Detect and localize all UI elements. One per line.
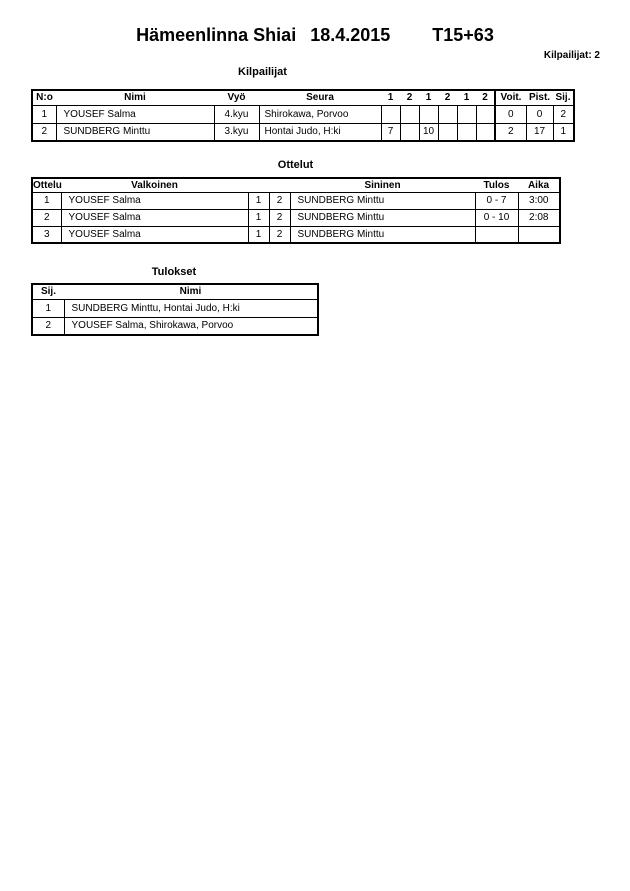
col-header-score: 2 <box>438 90 457 106</box>
cell-match-no: 1 <box>31 191 62 210</box>
competitors-section-title: Kilpailijat <box>238 66 287 78</box>
cell-match-no: 2 <box>31 208 62 227</box>
col-header-score: 1 <box>419 90 438 106</box>
page-title: Hämeenlinna Shiai 18.4.2015 T15+63 <box>0 25 630 46</box>
results-header-row: Sij. Nimi <box>32 284 318 300</box>
cell-result: 0 - 10 <box>474 208 519 227</box>
cell-result <box>474 225 519 244</box>
cell-blue-name: SUNDBERG Minttu <box>289 208 476 227</box>
cell-white-no: 1 <box>247 225 270 244</box>
cell-blue-name: SUNDBERG Minttu <box>289 225 476 244</box>
cell-white-name: YOUSEF Salma <box>60 225 249 244</box>
result-row: 2 YOUSEF Salma, Shirokawa, Porvoo <box>31 316 319 336</box>
cell-score <box>437 122 458 142</box>
match-row: 3 YOUSEF Salma 1 2 SUNDBERG Minttu <box>31 225 561 244</box>
result-row: 1 SUNDBERG Minttu, Hontai Judo, H:ki <box>31 298 319 318</box>
cell-blue-name: SUNDBERG Minttu <box>289 191 476 210</box>
cell-white-name: YOUSEF Salma <box>60 191 249 210</box>
cell-score <box>399 122 420 142</box>
cell-score <box>475 122 496 142</box>
col-header-name: Nimi <box>64 284 318 300</box>
col-header-time: Aika <box>518 178 560 193</box>
cell-name: YOUSEF Salma <box>55 104 215 124</box>
col-header-points: Pist. <box>526 90 553 106</box>
competitors-table: N:o Nimi Vyö Seura 1 2 1 2 1 2 Voit. Pis… <box>31 89 575 142</box>
competitor-row: 2 SUNDBERG Minttu 3.kyu Hontai Judo, H:k… <box>31 122 575 142</box>
cell-score: 10 <box>418 122 439 142</box>
cell-blue-no: 2 <box>268 208 291 227</box>
cell-club: Hontai Judo, H:ki <box>258 122 382 142</box>
cell-name: YOUSEF Salma, Shirokawa, Porvoo <box>63 316 319 336</box>
col-header-belt: Vyö <box>214 90 259 106</box>
competitors-header-row: N:o Nimi Vyö Seura 1 2 1 2 1 2 Voit. Pis… <box>32 90 574 106</box>
col-header-score: 1 <box>457 90 476 106</box>
cell-score <box>418 104 439 124</box>
results-section-title: Tulokset <box>151 266 197 278</box>
competitor-row: 1 YOUSEF Salma 4.kyu Shirokawa, Porvoo 0… <box>31 104 575 124</box>
col-header-blue: Sininen <box>290 178 475 193</box>
cell-points: 0 <box>525 104 554 124</box>
event-category: T15+63 <box>432 25 494 45</box>
cell-score <box>399 104 420 124</box>
event-date: 18.4.2015 <box>310 25 391 45</box>
col-header-score: 2 <box>476 90 495 106</box>
col-header-white-no <box>248 178 269 193</box>
col-header-blue-no <box>269 178 290 193</box>
match-row: 1 YOUSEF Salma 1 2 SUNDBERG Minttu 0 - 7… <box>31 191 561 210</box>
cell-white-no: 1 <box>247 208 270 227</box>
cell-club: Shirokawa, Porvoo <box>258 104 382 124</box>
cell-rank: 1 <box>552 122 575 142</box>
cell-no: 1 <box>31 104 57 124</box>
matches-header-row: Ottelu Valkoinen Sininen Tulos Aika <box>32 178 560 193</box>
cell-name: SUNDBERG Minttu, Hontai Judo, H:ki <box>63 298 319 318</box>
col-header-rank: Sij. <box>553 90 574 106</box>
col-header-white: Valkoinen <box>61 178 248 193</box>
match-row: 2 YOUSEF Salma 1 2 SUNDBERG Minttu 0 - 1… <box>31 208 561 227</box>
cell-result: 0 - 7 <box>474 191 519 210</box>
cell-belt: 3.kyu <box>213 122 260 142</box>
cell-blue-no: 2 <box>268 225 291 244</box>
col-header-wins: Voit. <box>494 90 526 106</box>
cell-rank: 2 <box>552 104 575 124</box>
cell-white-no: 1 <box>247 191 270 210</box>
results-table: Sij. Nimi 1 SUNDBERG Minttu, Hontai Judo… <box>31 283 319 336</box>
col-header-club: Seura <box>259 90 381 106</box>
cell-time: 3:00 <box>517 191 561 210</box>
cell-name: SUNDBERG Minttu <box>55 122 215 142</box>
cell-time: 2:08 <box>517 208 561 227</box>
cell-score: 7 <box>380 122 401 142</box>
matches-section-title: Ottelut <box>277 159 314 171</box>
col-header-no: N:o <box>32 90 56 106</box>
cell-blue-no: 2 <box>268 191 291 210</box>
col-header-match: Ottelu <box>32 178 62 193</box>
cell-time <box>517 225 561 244</box>
cell-no: 2 <box>31 122 57 142</box>
competitors-count-label: Kilpailijat: 2 <box>543 50 600 61</box>
event-name: Hämeenlinna Shiai <box>136 25 297 45</box>
cell-score <box>456 104 477 124</box>
cell-score <box>380 104 401 124</box>
matches-table: Ottelu Valkoinen Sininen Tulos Aika 1 YO… <box>31 177 561 244</box>
col-header-name: Nimi <box>56 90 214 106</box>
cell-score <box>437 104 458 124</box>
cell-rank: 2 <box>31 316 65 336</box>
col-header-result: Tulos <box>475 178 518 193</box>
cell-match-no: 3 <box>31 225 62 244</box>
cell-score <box>456 122 477 142</box>
cell-rank: 1 <box>31 298 65 318</box>
col-header-rank: Sij. <box>32 284 64 300</box>
cell-wins: 0 <box>494 104 527 124</box>
cell-score <box>475 104 496 124</box>
cell-points: 17 <box>525 122 554 142</box>
col-header-score: 2 <box>400 90 419 106</box>
col-header-score: 1 <box>381 90 400 106</box>
cell-belt: 4.kyu <box>213 104 260 124</box>
cell-wins: 2 <box>494 122 527 142</box>
cell-white-name: YOUSEF Salma <box>60 208 249 227</box>
